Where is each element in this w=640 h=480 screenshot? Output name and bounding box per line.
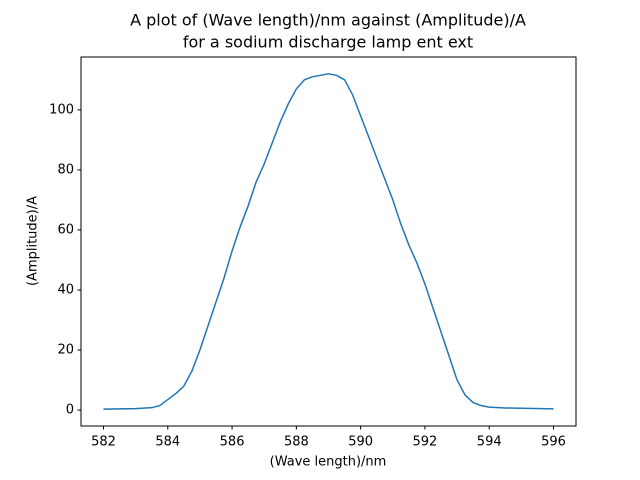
chart-title: A plot of (Wave length)/nm against (Ampl… — [130, 11, 526, 30]
x-tick-label: 588 — [284, 435, 309, 450]
x-tick-label: 586 — [220, 435, 245, 450]
y-tick-label: 80 — [57, 162, 74, 177]
x-tick-label: 590 — [348, 435, 373, 450]
y-tick-label: 0 — [66, 403, 74, 418]
y-tick-label: 20 — [57, 343, 74, 358]
chart-title: for a sodium discharge lamp ent ext — [183, 33, 473, 52]
y-tick-label: 60 — [57, 222, 74, 237]
plot-frame — [80, 56, 577, 427]
x-tick-label: 592 — [413, 435, 438, 450]
x-tick-label: 582 — [91, 435, 116, 450]
y-axis-label: (Amplitude)/A — [26, 196, 41, 286]
x-tick-label: 596 — [541, 435, 566, 450]
x-axis-label: (Wave length)/nm — [270, 455, 387, 470]
y-tick-label: 100 — [49, 102, 74, 117]
line-series — [103, 73, 554, 410]
y-tick-label: 40 — [57, 282, 74, 297]
x-tick-label: 594 — [477, 435, 502, 450]
x-tick-label: 584 — [155, 435, 180, 450]
